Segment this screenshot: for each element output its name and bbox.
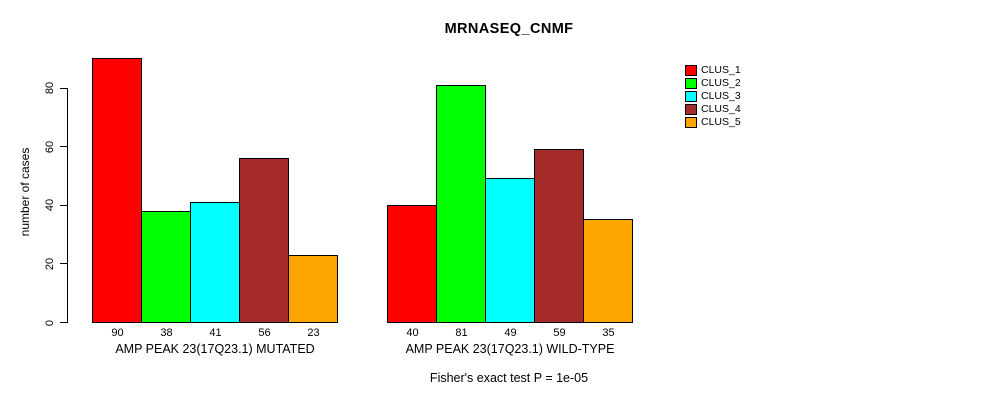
- chart-title: MRNASEQ_CNMF: [444, 21, 574, 37]
- bar-value-label: 38: [160, 327, 173, 339]
- y-axis-tick: [60, 87, 67, 89]
- y-axis-tick: [60, 322, 67, 323]
- y-axis-tick-label: 80: [44, 81, 56, 95]
- legend-label: CLUS_4: [701, 103, 741, 115]
- y-axis-tick-label: 0: [44, 319, 56, 326]
- legend-label: CLUS_3: [701, 90, 741, 102]
- y-axis-tick-label: 40: [44, 199, 56, 212]
- y-axis-line: [67, 87, 68, 323]
- legend-swatch-clus_4: [685, 104, 697, 115]
- y-axis-tick-label: 20: [44, 257, 56, 271]
- legend-swatch-clus_2: [685, 78, 697, 89]
- bar-group2-clus3: [485, 178, 535, 323]
- bar-value-label: 59: [553, 327, 566, 339]
- bar-group1-clus2: [141, 211, 191, 323]
- y-axis-tick-label: 60: [44, 140, 56, 153]
- legend-label: CLUS_1: [701, 64, 741, 76]
- legend-label: CLUS_5: [701, 116, 741, 128]
- y-axis-tick: [60, 146, 67, 148]
- bar-value-label: 56: [258, 327, 271, 339]
- bar-group2-clus5: [583, 219, 633, 323]
- bar-value-label: 35: [602, 327, 615, 339]
- bar-group1-clus4: [239, 158, 289, 323]
- legend-swatch-clus_3: [685, 91, 697, 102]
- bar-group2-clus4: [534, 149, 584, 323]
- bar-value-label: 49: [504, 327, 517, 339]
- x-group-label: AMP PEAK 23(17Q23.1) MUTATED: [115, 342, 315, 356]
- x-group-label: AMP PEAK 23(17Q23.1) WILD-TYPE: [405, 342, 615, 356]
- bar-value-label: 40: [406, 327, 419, 339]
- bar-group1-clus5: [288, 255, 338, 323]
- legend-swatch-clus_5: [685, 117, 697, 128]
- bar-value-label: 81: [455, 327, 468, 339]
- y-axis-tick: [60, 263, 67, 265]
- bar-value-label: 23: [307, 327, 320, 339]
- bar-group2-clus2: [436, 85, 486, 323]
- legend-swatch-clus_1: [685, 65, 697, 76]
- bar-group1-clus1: [92, 58, 142, 323]
- bar-group2-clus1: [387, 205, 437, 323]
- bar-group1-clus3: [190, 202, 240, 323]
- legend-label: CLUS_2: [701, 77, 741, 89]
- bar-value-label: 90: [111, 327, 124, 339]
- footnote-fisher-test: Fisher's exact test P = 1e-05: [429, 371, 589, 385]
- bar-value-label: 41: [209, 327, 222, 339]
- y-axis-label: number of cases: [18, 147, 32, 237]
- y-axis-tick: [60, 204, 67, 206]
